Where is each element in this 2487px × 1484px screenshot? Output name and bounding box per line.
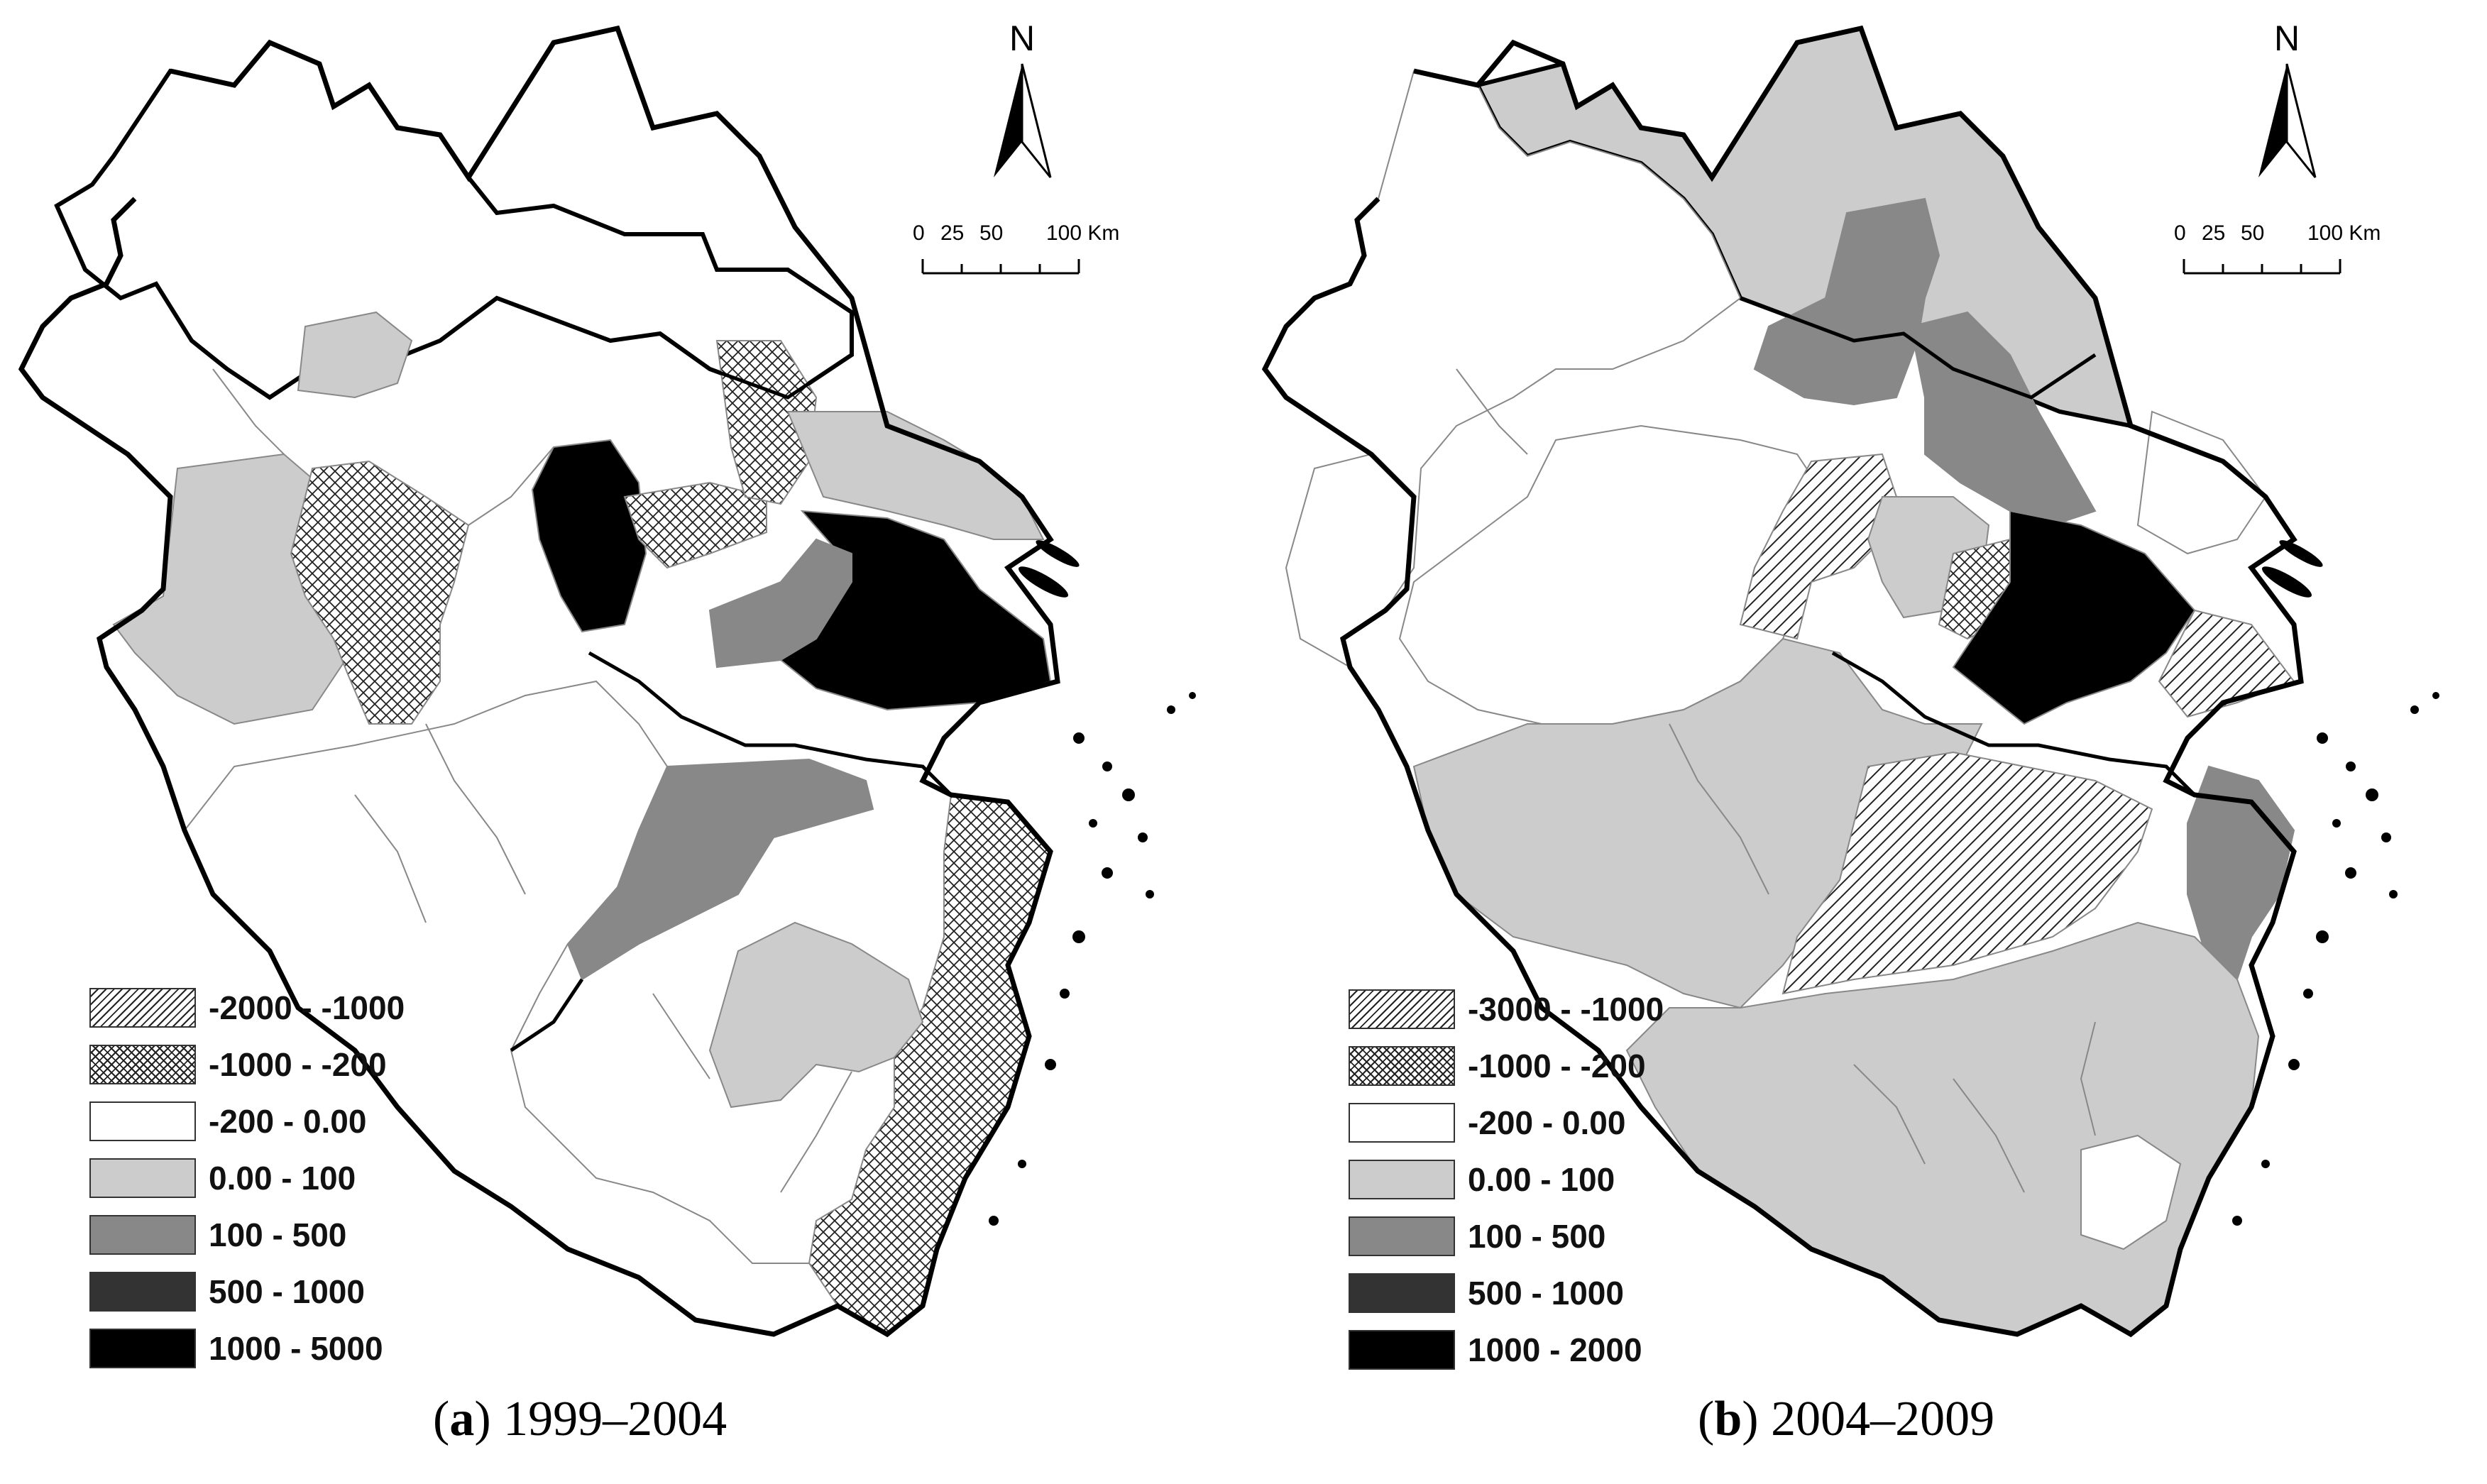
study-area-boundary (1261, 25, 2304, 1338)
legend-item: 1000 - 5000 (89, 1327, 383, 1370)
legend-swatch-black (1349, 1330, 1455, 1370)
region-0-100-east (2136, 410, 2267, 555)
legend-item: -200 - 0.00 (89, 1100, 366, 1143)
map-panel-b: N 0 25 50 100 Km -3000 - -1000 -1000 - -… (1244, 0, 2487, 1484)
region-100-500-north (1753, 197, 1940, 406)
legend-label: -2000 - -1000 (209, 989, 405, 1026)
region-diag-south (1781, 751, 2153, 995)
region-cross-west (290, 460, 470, 725)
legend-label: -200 - 0.00 (1468, 1104, 1626, 1141)
scale-tick-50: 50 (2241, 221, 2265, 245)
legend-label: 100 - 500 (1468, 1218, 1606, 1255)
legend-swatch-light-gray (1349, 1160, 1455, 1199)
study-area-boundary (18, 25, 1060, 1338)
region-diag-west (1739, 453, 1898, 640)
legend-swatch-mid-gray (1349, 1216, 1455, 1256)
legend-item: -2000 - -1000 (89, 986, 405, 1029)
legend-item: 500 - 1000 (89, 1270, 365, 1313)
caption-a: (a) 1999–2004 (433, 1392, 728, 1446)
legend-swatch-dark-gray (89, 1272, 196, 1312)
legend-swatch-black (89, 1329, 196, 1368)
choropleth-map-b (1261, 25, 2439, 1338)
scale-tick-50: 50 (979, 221, 1004, 245)
north-label: N (2274, 18, 2300, 58)
legend-label: -1000 - -200 (209, 1046, 387, 1083)
caption-letter: b (1714, 1392, 1742, 1446)
legend-swatch-cross (89, 1045, 196, 1084)
legend-swatch-dark-gray (1349, 1273, 1455, 1313)
north-arrow-icon (2258, 63, 2317, 178)
legend-swatch-light-gray (89, 1158, 196, 1198)
legend-item: -1000 - -200 (1349, 1045, 1646, 1087)
scale-bar (2183, 259, 2341, 275)
coastal-islands (989, 540, 1196, 1226)
north-label: N (1009, 18, 1036, 58)
caption-period: 2004–2009 (1771, 1392, 1995, 1446)
legend-swatch-diagonal (1349, 989, 1455, 1029)
region-100-500-mid (708, 538, 852, 669)
scale-tick-25: 25 (940, 221, 965, 245)
legend-label: 0.00 - 100 (209, 1160, 356, 1197)
region-100-500-center (1909, 311, 2097, 527)
choropleth-map-a (18, 25, 1196, 1338)
legend-item: -1000 - -200 (89, 1043, 387, 1086)
legend-label: 1000 - 5000 (209, 1330, 383, 1367)
legend-label: 100 - 500 (209, 1216, 347, 1253)
legend-label: 500 - 1000 (209, 1273, 365, 1310)
legend-item: 0.00 - 100 (1349, 1158, 1615, 1201)
legend-item: 1000 - 2000 (1349, 1329, 1642, 1371)
region-south-white (2080, 1134, 2182, 1251)
map-panel-a: N 0 25 50 100 Km -2000 - -1000 -1000 - -… (18, 18, 1196, 1446)
legend-item: 100 - 500 (89, 1214, 346, 1256)
caption-period: 1999–2004 (503, 1392, 728, 1446)
region-1000-2000-shanghai (1952, 510, 2196, 725)
region-0-100-south (708, 921, 924, 1109)
region-1000-5000-center (531, 439, 647, 633)
scale-tick-0: 0 (913, 221, 925, 245)
legend-item: 500 - 1000 (1349, 1272, 1624, 1314)
legend-label: 500 - 1000 (1468, 1275, 1624, 1312)
north-arrow-icon (994, 63, 1052, 178)
scale-tick-100-km: 100 Km (1046, 221, 1120, 245)
legend-label: 0.00 - 100 (1468, 1161, 1615, 1198)
legend-item: 100 - 500 (1349, 1215, 1605, 1258)
legend-swatch-diagonal (89, 988, 196, 1028)
legend-swatch-white (1349, 1103, 1455, 1143)
scale-tick-25: 25 (2202, 221, 2226, 245)
coastal-islands (2232, 540, 2439, 1226)
legend-item: -200 - 0.00 (1349, 1101, 1625, 1144)
region-0-100-north (297, 311, 413, 399)
caption-letter: a (449, 1392, 475, 1446)
legend-item: -3000 - -1000 (1349, 988, 1664, 1030)
legend-label: -3000 - -1000 (1468, 991, 1664, 1028)
caption-b: (b) 2004–2009 (1698, 1392, 1995, 1446)
scale-tick-100-km: 100 Km (2307, 221, 2381, 245)
region-0-100-east (786, 411, 1045, 540)
scale-tick-0: 0 (2174, 221, 2186, 245)
legend-label: -1000 - -200 (1468, 1048, 1646, 1084)
legend-item: 0.00 - 100 (89, 1157, 356, 1199)
legend-label: -200 - 0.00 (209, 1103, 367, 1140)
legend-swatch-white (89, 1101, 196, 1141)
scale-bar (921, 259, 1080, 275)
legend-swatch-cross (1349, 1046, 1455, 1086)
legend-swatch-mid-gray (89, 1215, 196, 1255)
legend-label: 1000 - 2000 (1468, 1331, 1642, 1368)
region-cross-mid (623, 481, 767, 569)
